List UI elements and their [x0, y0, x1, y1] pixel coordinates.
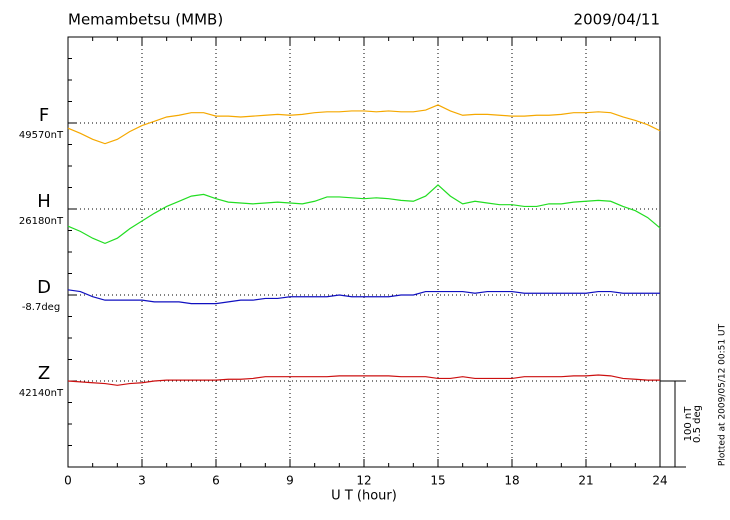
x-tick-label: 21 [578, 474, 593, 488]
series-line [67, 104, 661, 145]
x-tick-label: 9 [286, 474, 294, 488]
baseline-label: 26180nT [19, 216, 64, 227]
series-name: F [39, 105, 49, 126]
series-line [67, 374, 660, 386]
x-tick-label: 0 [64, 474, 72, 488]
x-tick-label: 3 [138, 474, 146, 488]
x-tick-label: 24 [652, 474, 667, 488]
plot-note: Plotted at 2009/05/12 00:51 UT [718, 323, 728, 466]
x-tick-label: 18 [504, 474, 519, 488]
series-line [67, 289, 660, 305]
series-name: Z [38, 363, 50, 384]
x-tick-label: 6 [212, 474, 220, 488]
scale-bar-label: 0.5 deg [692, 405, 703, 443]
series-line [67, 184, 661, 245]
x-tick-label: 15 [430, 474, 445, 488]
scale-bar-label: 100 nT [683, 406, 694, 442]
chart-title: Memambetsu (MMB) [68, 11, 223, 29]
series-name: D [37, 277, 51, 298]
baseline-label: -8.7deg [22, 302, 60, 313]
baseline-label: 49570nT [19, 130, 64, 141]
series-name: H [37, 191, 51, 212]
chart-date: 2009/04/11 [574, 11, 660, 29]
baseline-label: 42140nT [19, 388, 64, 399]
x-tick-label: 12 [356, 474, 371, 488]
x-axis-label: U T (hour) [331, 489, 397, 504]
